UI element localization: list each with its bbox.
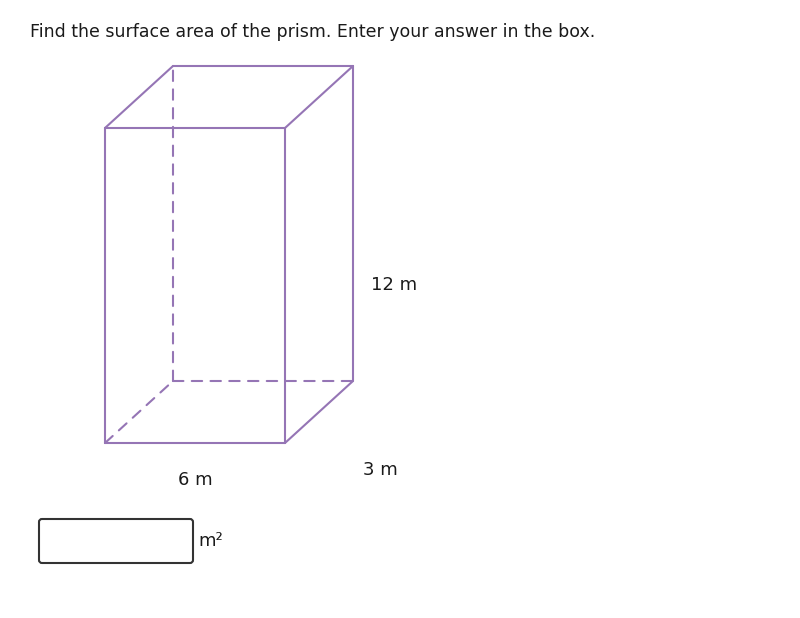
Text: Find the surface area of the prism. Enter your answer in the box.: Find the surface area of the prism. Ente… [30,23,595,41]
Text: 3 m: 3 m [363,461,398,479]
FancyBboxPatch shape [39,519,193,563]
Text: 12 m: 12 m [371,276,417,295]
Text: m²: m² [198,532,222,550]
Text: 6 m: 6 m [178,471,212,489]
